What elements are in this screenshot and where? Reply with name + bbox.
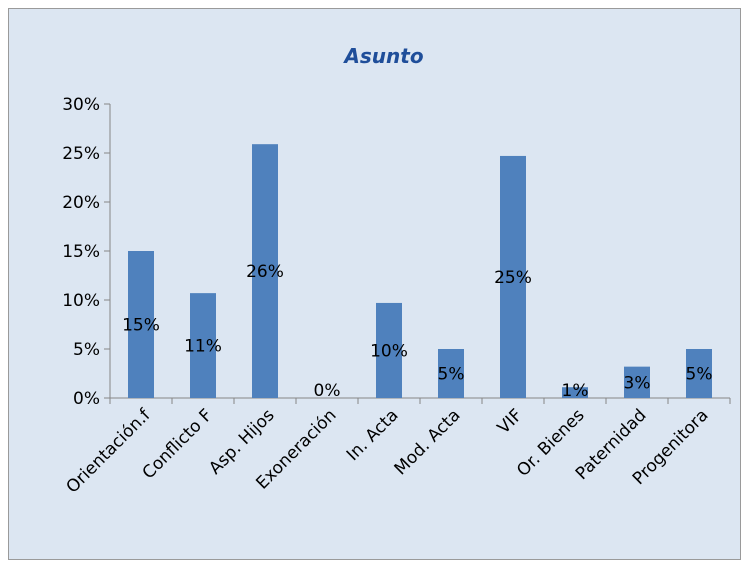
data-label: 25% (494, 268, 532, 288)
y-tick-label: 20% (62, 193, 100, 213)
bar (624, 366, 650, 398)
y-tick-label: 15% (62, 242, 100, 262)
y-tick-label: 10% (62, 291, 100, 311)
bar (128, 251, 154, 398)
data-label: 0% (314, 381, 341, 401)
category-label: VIF (494, 405, 527, 438)
category-label: Mod. Acta (391, 405, 465, 479)
data-label: 11% (184, 337, 222, 357)
y-tick-label: 25% (62, 144, 100, 164)
y-tick-label: 5% (73, 340, 100, 360)
bar (252, 144, 278, 398)
bar (562, 387, 588, 398)
data-label: 5% (438, 365, 465, 385)
category-label: Orientación.f (63, 405, 156, 498)
data-label: 10% (370, 341, 408, 361)
data-label: 1% (562, 381, 589, 401)
category-label: In. Acta (343, 405, 403, 465)
bar (500, 155, 526, 398)
data-label: 3% (624, 373, 651, 393)
bar (190, 293, 216, 398)
bar (376, 302, 402, 398)
y-tick-label: 0% (73, 389, 100, 409)
data-label: 26% (246, 262, 284, 282)
bar (438, 349, 464, 398)
bar (686, 349, 712, 398)
data-label: 15% (122, 316, 160, 336)
chart-title: Asunto (344, 44, 424, 68)
data-label: 5% (686, 365, 713, 385)
y-tick-label: 30% (62, 95, 100, 115)
